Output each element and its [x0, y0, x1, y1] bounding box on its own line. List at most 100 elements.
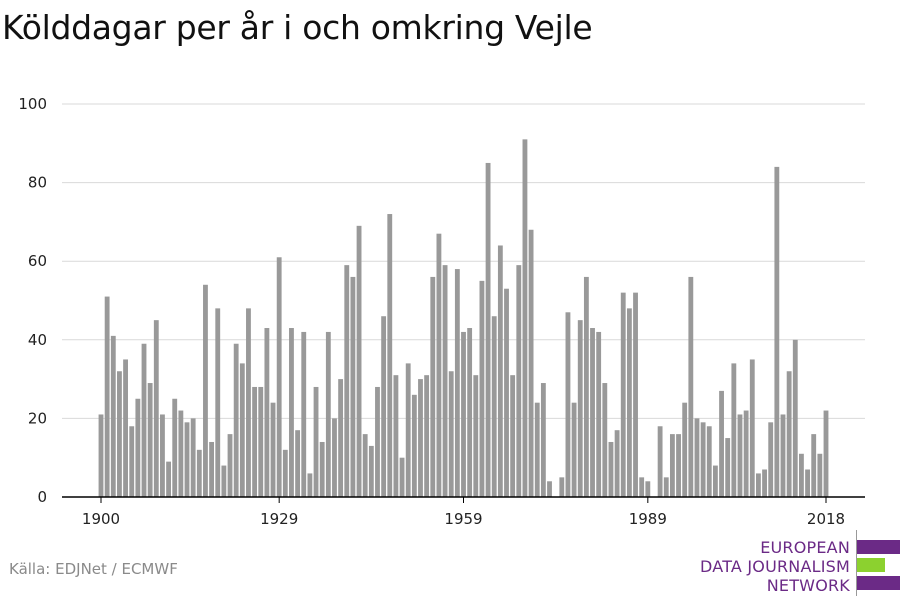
bar — [694, 418, 700, 497]
bar — [749, 359, 755, 497]
bar — [196, 449, 202, 497]
bar — [301, 331, 307, 497]
bar — [571, 402, 577, 497]
bar — [239, 363, 245, 497]
bar — [516, 265, 522, 497]
y-tick-label: 0 — [37, 488, 47, 506]
bar — [645, 481, 651, 497]
bar — [172, 398, 178, 497]
bar — [264, 328, 270, 497]
bar — [246, 308, 251, 497]
bar — [424, 375, 430, 497]
bar — [295, 430, 301, 497]
bar — [522, 139, 528, 497]
bar — [436, 233, 442, 497]
bar — [147, 383, 153, 497]
bar — [688, 276, 694, 497]
chart-title: Kölddagar per år i och omkring Vejle — [2, 8, 593, 47]
bar — [467, 328, 473, 497]
bar — [405, 363, 411, 497]
bar — [577, 320, 583, 497]
bar — [774, 166, 780, 497]
bar — [676, 434, 681, 497]
bar — [620, 292, 626, 497]
logo-divider — [856, 530, 857, 596]
bar — [559, 477, 565, 497]
bar — [626, 308, 632, 497]
logo-bar-purple-top — [857, 540, 900, 554]
source-note: Källa: EDJNet / ECMWF — [9, 560, 178, 578]
y-tick-label: 80 — [28, 174, 47, 192]
bar — [768, 422, 774, 497]
bar — [129, 426, 135, 497]
bar — [307, 473, 313, 497]
bar — [528, 229, 534, 497]
bar — [270, 402, 276, 497]
bar — [110, 335, 116, 497]
bar — [454, 269, 460, 497]
x-tick-label: 2018 — [807, 510, 845, 528]
bar — [233, 343, 239, 497]
bar — [399, 457, 405, 497]
bar — [332, 418, 337, 497]
bar — [614, 430, 620, 497]
logo-text-european: EUROPEAN — [760, 538, 850, 557]
bars — [98, 139, 829, 498]
bar — [215, 308, 221, 497]
bar — [393, 375, 399, 497]
logo-text-data-journalism: DATA JOURNALISM — [700, 557, 850, 576]
bar — [461, 331, 466, 497]
bar — [356, 225, 362, 497]
bar — [368, 445, 374, 497]
y-tick-label: 60 — [28, 252, 47, 270]
logo-text-network: NETWORK — [766, 576, 850, 595]
bar — [743, 410, 749, 497]
bar — [657, 426, 663, 497]
bar — [719, 390, 724, 497]
logo-bar-green — [857, 558, 885, 572]
bar — [227, 434, 233, 497]
bar — [725, 438, 731, 497]
bar — [203, 284, 208, 497]
x-tick-label: 1959 — [444, 510, 482, 528]
bar — [786, 371, 792, 497]
logo-bar-purple-bottom — [857, 576, 900, 590]
bar — [430, 276, 436, 497]
bar — [350, 276, 356, 497]
bar — [780, 414, 786, 497]
bar — [547, 481, 552, 497]
bar — [565, 312, 571, 497]
bar — [209, 441, 215, 497]
bar — [669, 434, 675, 497]
bar — [731, 363, 737, 497]
bar — [375, 386, 380, 497]
bar — [325, 331, 331, 497]
bar — [583, 276, 589, 497]
bar — [792, 339, 798, 497]
bar — [153, 320, 159, 497]
bar — [755, 473, 761, 497]
bar — [497, 245, 503, 497]
bar — [510, 375, 516, 497]
bar — [737, 414, 743, 497]
bar — [387, 214, 393, 498]
bar — [608, 441, 614, 497]
bar — [712, 465, 718, 497]
bar — [344, 265, 350, 497]
bar — [258, 386, 264, 497]
bar — [602, 383, 608, 497]
bar — [338, 379, 344, 497]
bar — [799, 453, 804, 497]
bar — [418, 379, 423, 497]
bar — [590, 328, 595, 497]
bar — [411, 394, 417, 497]
x-tick-label: 1929 — [260, 510, 298, 528]
bar — [473, 375, 479, 497]
bar — [479, 280, 485, 497]
bar — [276, 257, 282, 497]
bar — [485, 162, 491, 497]
bar — [117, 371, 122, 497]
bar — [448, 371, 454, 497]
bar — [817, 453, 823, 497]
